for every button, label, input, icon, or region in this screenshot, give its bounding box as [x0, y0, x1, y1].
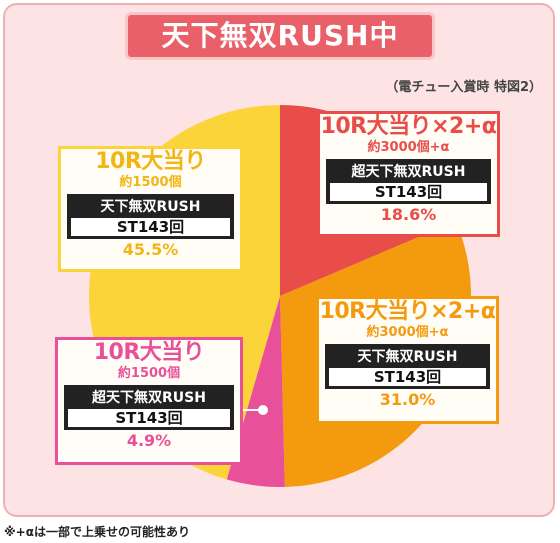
- slice-label-box-3: 10R大当り 約1500個 天下無双RUSH ST143回 45.5%: [58, 146, 243, 272]
- slice-sub-2: 約1500個: [117, 366, 181, 381]
- slice-label-box-1: 10R大当り×2+α 約3000個+α 天下無双RUSH ST143回 31.0…: [316, 296, 499, 424]
- slice-rush-1: 天下無双RUSH: [357, 349, 458, 365]
- chart-note: （電チュー入賞時 特図2）: [385, 80, 542, 95]
- slice-rush-3: 天下無双RUSH: [100, 199, 201, 215]
- slice-value-label-1: 31.0%: [379, 390, 436, 409]
- slice-sub-3: 約1500個: [119, 175, 182, 190]
- slice-rush-0: 超天下無双RUSH: [351, 164, 466, 180]
- slice-st-0: ST143回: [330, 183, 487, 201]
- slice-title-1: 10R大当り×2+α: [319, 299, 496, 324]
- slice-title-0: 10R大当り×2+α: [320, 114, 497, 139]
- slice-label-box-0: 10R大当り×2+α 約3000個+α 超天下無双RUSH ST143回 18.…: [317, 111, 500, 237]
- slice-sub-0: 約3000個+α: [367, 140, 450, 155]
- footnote: ※+αは一部で上乗せの可能性あり: [4, 525, 190, 539]
- slice-title-2: 10R大当り: [93, 340, 205, 365]
- slice-st-2: ST143回: [68, 409, 230, 427]
- slice-value-label-3: 45.5%: [122, 240, 179, 259]
- slice-sub-1: 約3000個+α: [366, 325, 449, 340]
- slice-value-label-2: 4.9%: [126, 431, 172, 450]
- leader-dot: [258, 405, 268, 415]
- slice-rush-2: 超天下無双RUSH: [92, 390, 206, 406]
- slice-st-3: ST143回: [71, 218, 230, 236]
- slice-title-3: 10R大当り: [95, 149, 206, 174]
- slice-label-box-2: 10R大当り 約1500個 超天下無双RUSH ST143回 4.9%: [55, 337, 243, 465]
- slice-st-1: ST143回: [329, 368, 486, 386]
- slice-value-label-0: 18.6%: [380, 205, 437, 224]
- page-title: 天下無双RUSH中: [125, 12, 435, 60]
